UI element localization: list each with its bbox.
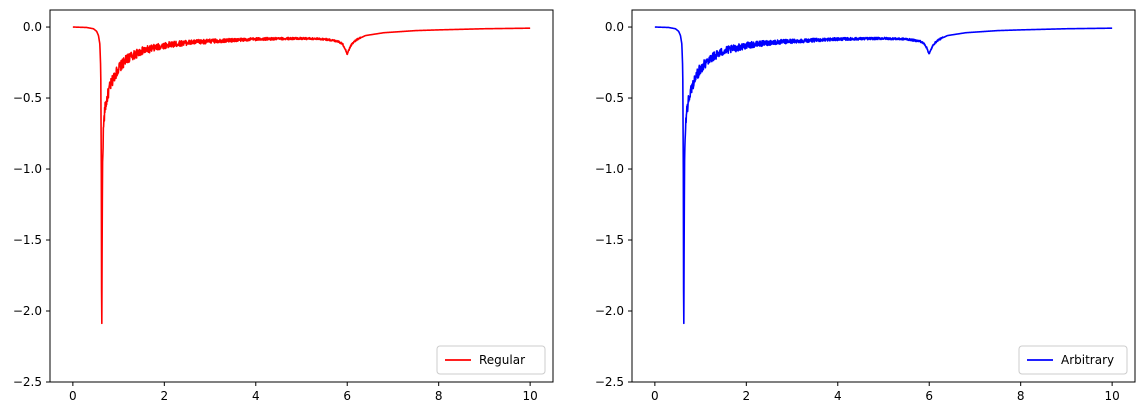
x-tick-label: 6 (925, 389, 933, 403)
y-tick-label: −0.5 (13, 91, 42, 105)
right-chart-panel: 0 2 4 6 8 10 0.0 −0.5 −1.0 −1.5 −2.0 −2.5 Arbitrary (595, 9, 1136, 403)
legend-label: Regular (479, 353, 525, 367)
left-chart-panel: 0 2 4 6 8 10 0.0 −0.5 −1.0 −1.5 −2.0 −2.5 Regular (13, 9, 554, 403)
y-tick-label: −1.0 (13, 162, 42, 176)
legend: Regular (436, 345, 546, 375)
legend-label: Arbitrary (1061, 353, 1114, 367)
y-tick-label: −0.5 (595, 91, 624, 105)
y-tick-label: 0.0 (605, 20, 624, 34)
y-tick-label: −1.5 (13, 233, 42, 247)
x-tick-label: 2 (160, 389, 168, 403)
y-tick-label: 0.0 (23, 20, 42, 34)
x-tick-label: 10 (1104, 389, 1119, 403)
x-tick-label: 10 (522, 389, 537, 403)
y-tick-label: −2.5 (13, 375, 42, 389)
plot-area-frame (49, 9, 554, 383)
x-tick-label: 8 (435, 389, 443, 403)
series-line-regular (72, 26, 531, 325)
y-tick-label: −1.0 (595, 162, 624, 176)
legend-box (436, 345, 546, 375)
x-tick-label: 0 (69, 389, 77, 403)
y-tick-label: −2.0 (13, 304, 42, 318)
y-tick-label: −2.5 (595, 375, 624, 389)
x-tick-label: 8 (1017, 389, 1025, 403)
plot-area-frame (631, 9, 1136, 383)
x-tick-label: 4 (252, 389, 260, 403)
series-line-arbitrary (654, 26, 1113, 325)
legend-box (1018, 345, 1128, 375)
y-tick-label: −2.0 (595, 304, 624, 318)
x-tick-label: 0 (651, 389, 659, 403)
x-tick-label: 6 (343, 389, 351, 403)
x-tick-label: 4 (834, 389, 842, 403)
x-tick-label: 2 (742, 389, 750, 403)
legend: Arbitrary (1018, 345, 1128, 375)
y-tick-label: −1.5 (595, 233, 624, 247)
